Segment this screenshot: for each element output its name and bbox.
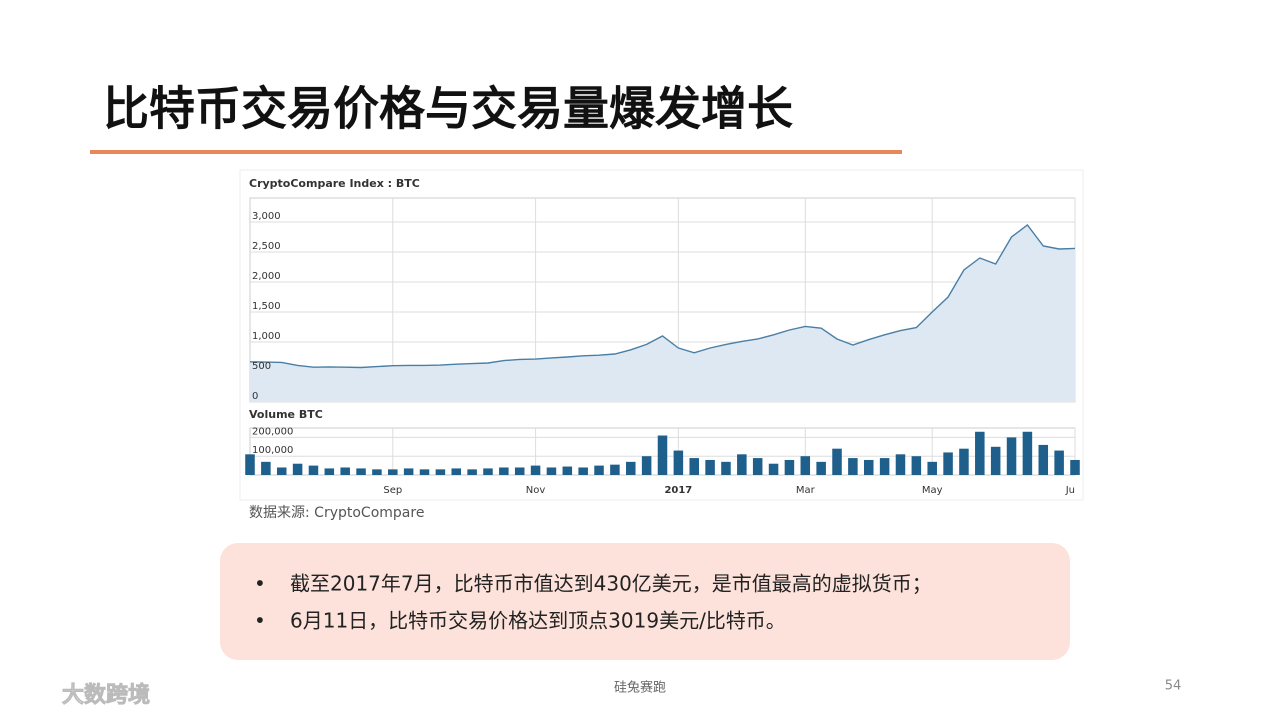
volume-bar [705, 459, 715, 475]
volume-bar [276, 467, 287, 475]
x-tick-label: May [922, 485, 943, 496]
volume-bar [689, 458, 699, 475]
slide-title: 比特币交易价格与交易量爆发增长 [103, 82, 793, 136]
volume-bar [451, 468, 462, 475]
volume-bar [975, 431, 985, 475]
volume-bar [467, 469, 477, 475]
volume-bar [848, 458, 858, 475]
volume-bar [657, 435, 668, 475]
volume-bar [356, 468, 366, 475]
volume-bar [1038, 444, 1049, 475]
y-tick-label: 0 [252, 391, 258, 402]
volume-bar [419, 469, 430, 475]
y-tick-label: 1,500 [252, 301, 281, 312]
bullet-dot: • [254, 609, 266, 633]
volume-bar [943, 452, 953, 475]
price-line [249, 224, 1076, 369]
volume-bar [752, 458, 763, 475]
page-number: 54 [1165, 679, 1182, 694]
y-tick-label: 1,000 [252, 331, 281, 342]
x-tick-label: Mar [796, 485, 816, 496]
volume-bar [372, 469, 382, 475]
volume-bar [245, 454, 255, 475]
volume-bar [261, 461, 271, 475]
volume-bar [784, 459, 795, 475]
bullet-text: 6月11日，比特币交易价格达到顶点3019美元/比特币。 [290, 609, 786, 633]
volume-bar [483, 468, 493, 475]
volume-bar [435, 469, 446, 475]
volume-bar [388, 469, 398, 475]
y-tick-label: 2,000 [252, 271, 281, 282]
watermark: 大数跨境 [62, 682, 150, 708]
volume-bar [578, 467, 588, 475]
volume-bar [1070, 459, 1080, 475]
volume-bar [927, 461, 937, 475]
source-note: 数据来源: CryptoCompare [249, 505, 424, 521]
volume-bar [546, 467, 557, 475]
footer: 硅兔赛跑 [614, 680, 666, 696]
volume-bar [1006, 437, 1017, 475]
volume-bar [800, 456, 811, 475]
volume-bar [340, 467, 350, 475]
title-underline [90, 150, 902, 154]
volume-bar [959, 448, 969, 475]
volume-bar [721, 461, 731, 475]
bullet-text: 截至2017年7月，比特币市值达到430亿美元，是市值最高的虚拟货币； [290, 572, 932, 596]
volume-bar [895, 454, 906, 475]
volume-bar [816, 461, 826, 475]
x-tick-label: 2017 [664, 485, 692, 496]
x-tick-label: Nov [526, 485, 546, 496]
volume-bar [911, 456, 922, 475]
y-tick-label: 2,500 [252, 241, 281, 252]
y-tick-label: 3,000 [252, 211, 281, 222]
volume-bar [499, 467, 509, 475]
y-tick-label: 500 [252, 361, 271, 372]
price-area [250, 225, 1075, 402]
volume-bar [863, 459, 874, 475]
volume-bar [641, 456, 652, 475]
chart-title: Volume BTC [249, 408, 323, 421]
volume-bar [530, 465, 541, 475]
bullet-dot: • [254, 572, 266, 596]
volume-bar [1022, 431, 1033, 475]
volume-bar [514, 467, 525, 475]
volume-bar [594, 465, 604, 475]
chart-title: CryptoCompare Index : BTC [249, 177, 420, 190]
volume-bar [626, 461, 636, 475]
volume-bar [403, 468, 414, 475]
volume-bar [1054, 450, 1064, 475]
y-tick-label: 200,000 [252, 426, 293, 437]
bullet-box [220, 543, 1070, 660]
y-tick-label: 100,000 [252, 445, 293, 456]
x-tick-label: Sep [383, 485, 402, 496]
volume-bar [324, 468, 335, 475]
volume-bar [562, 466, 573, 475]
x-tick-label: Ju [1065, 485, 1075, 496]
volume-bar [737, 454, 747, 475]
volume-bar [990, 446, 1001, 475]
volume-bar [610, 464, 620, 475]
volume-bar [879, 458, 890, 475]
volume-bar [308, 465, 319, 475]
volume-bar [768, 463, 779, 475]
volume-bar [832, 448, 842, 475]
volume-bar [673, 450, 684, 475]
volume-bar [292, 463, 303, 475]
